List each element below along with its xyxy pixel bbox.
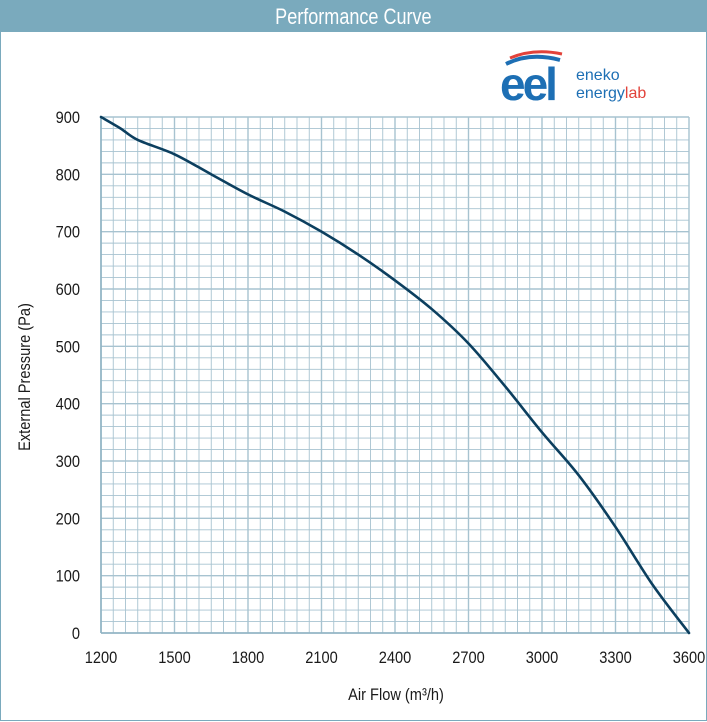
y-tick-label: 600 bbox=[56, 281, 81, 299]
x-axis-ticks: 1200 1500 1800 2100 2400 2700 3000 3300 3600 bbox=[85, 649, 706, 667]
y-tick-label: 700 bbox=[56, 224, 81, 242]
y-tick-label: 0 bbox=[72, 625, 80, 643]
x-tick-label: 2100 bbox=[305, 649, 338, 667]
logo-line2-prefix: energy bbox=[576, 85, 625, 102]
y-axis-ticks: 0 100 200 300 400 500 600 700 800 900 bbox=[56, 109, 81, 643]
chart-grid bbox=[100, 116, 690, 634]
logo-line2: energylab bbox=[576, 85, 646, 102]
y-axis-label: External Pressure (Pa) bbox=[16, 303, 34, 451]
eneko-energylab-logo: eel eneko energylab bbox=[500, 50, 646, 110]
chart-title: Performance Curve bbox=[275, 4, 432, 29]
y-tick-label: 900 bbox=[56, 109, 81, 127]
y-tick-label: 300 bbox=[56, 453, 81, 471]
logo-line1: eneko bbox=[576, 67, 620, 84]
logo-line2-suffix: lab bbox=[625, 85, 646, 102]
x-tick-label: 1500 bbox=[158, 649, 191, 667]
x-tick-label: 2400 bbox=[379, 649, 412, 667]
x-tick-label: 3000 bbox=[526, 649, 559, 667]
x-tick-label: 2700 bbox=[452, 649, 485, 667]
x-tick-label: 1800 bbox=[232, 649, 265, 667]
performance-curve-line bbox=[99, 115, 691, 635]
y-tick-label: 800 bbox=[56, 166, 81, 184]
x-tick-label: 3300 bbox=[599, 649, 632, 667]
y-tick-label: 200 bbox=[56, 510, 81, 528]
logo-swoosh-red bbox=[509, 50, 563, 60]
x-tick-label: 3600 bbox=[673, 649, 706, 667]
y-tick-label: 400 bbox=[56, 396, 81, 414]
y-tick-label: 500 bbox=[56, 338, 81, 356]
logo-swoosh-blue bbox=[505, 54, 561, 66]
x-axis-label: Air Flow (m³/h) bbox=[348, 686, 444, 704]
y-tick-label: 100 bbox=[56, 568, 81, 586]
logo-mark: eel bbox=[500, 58, 555, 110]
chart-title-bar: Performance Curve bbox=[0, 0, 707, 32]
x-tick-label: 1200 bbox=[85, 649, 118, 667]
